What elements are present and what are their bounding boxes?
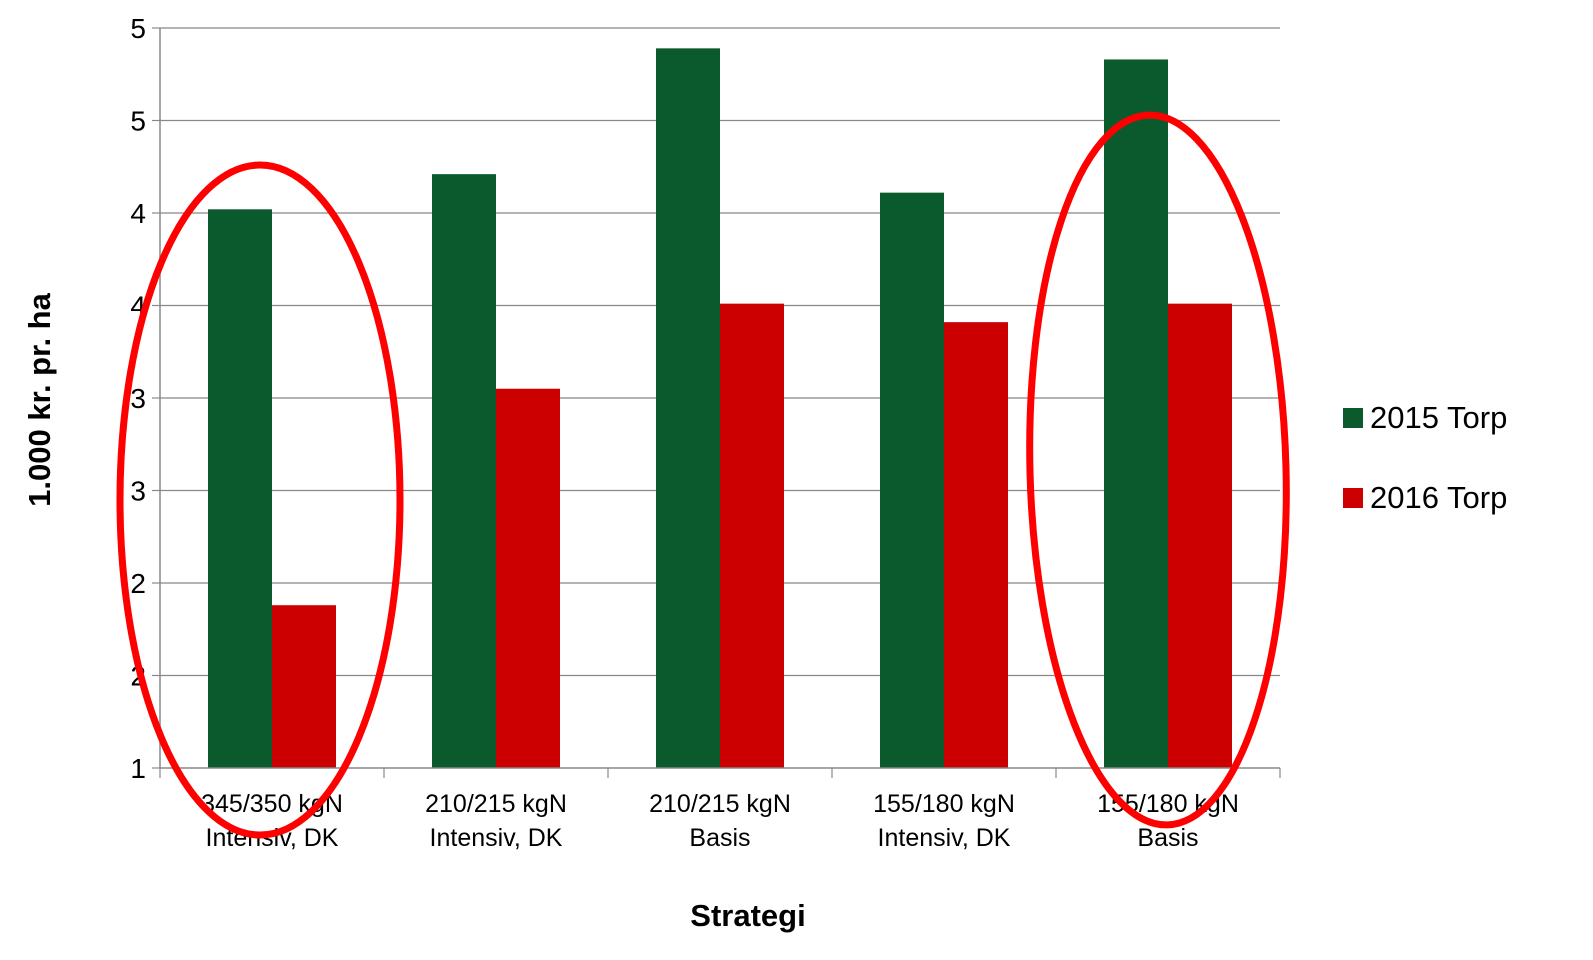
bar <box>496 388 560 768</box>
bar <box>272 605 336 768</box>
bars <box>208 48 1232 769</box>
x-tick-label: 210/215 kgN <box>649 790 791 818</box>
y-tick-label: 5 <box>130 106 146 137</box>
y-tick-label: 3 <box>130 383 146 414</box>
y-tick-label: 1 <box>130 753 146 784</box>
legend-swatch <box>1343 408 1363 428</box>
bar <box>1168 303 1232 768</box>
x-tick-label: Basis <box>1137 824 1198 852</box>
legend-swatch <box>1343 488 1363 508</box>
y-axis-title: 1.000 kr. pr. ha <box>22 292 57 506</box>
highlight-ellipse <box>1026 111 1290 829</box>
y-tick-label: 4 <box>130 198 146 229</box>
x-tick-label: Intensiv, DK <box>430 824 563 852</box>
bar <box>432 174 496 768</box>
x-tick-label: 210/215 kgN <box>425 790 567 818</box>
legend-label: 2015 Torp <box>1370 400 1507 435</box>
y-tick-label: 5 <box>130 13 146 44</box>
legend-label: 2016 Torp <box>1370 480 1507 515</box>
y-tick-label: 2 <box>130 568 146 599</box>
bar <box>944 322 1008 768</box>
x-tick-label: Intensiv, DK <box>878 824 1011 852</box>
x-axis-title: Strategi <box>690 898 805 933</box>
bar <box>880 192 944 768</box>
highlight-ellipse <box>116 161 404 839</box>
highlight-ellipses <box>116 111 1290 839</box>
x-tick-label: 155/180 kgN <box>873 790 1015 818</box>
bar <box>720 303 784 768</box>
legend: 2015 Torp 2016 Torp <box>1343 400 1507 515</box>
bar <box>656 48 720 769</box>
bar <box>208 209 272 769</box>
bar <box>1104 59 1168 768</box>
y-tick-label: 3 <box>130 476 146 507</box>
x-tick-label: Basis <box>689 824 750 852</box>
